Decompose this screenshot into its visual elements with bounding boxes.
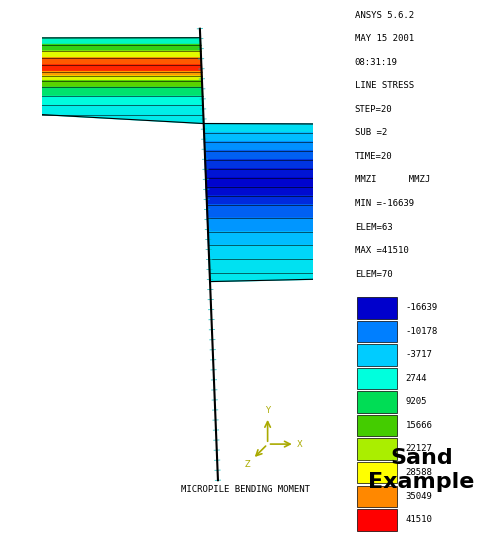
Text: Sand
Example: Sand Example — [369, 449, 475, 491]
Text: 28588: 28588 — [406, 468, 433, 477]
Polygon shape — [204, 142, 496, 151]
Text: STEP=20: STEP=20 — [355, 105, 392, 114]
Polygon shape — [206, 178, 496, 187]
Bar — [357, 368, 397, 389]
Text: MAY 15 2001: MAY 15 2001 — [355, 34, 414, 43]
Polygon shape — [205, 169, 496, 178]
Text: 2744: 2744 — [406, 374, 427, 383]
Polygon shape — [0, 106, 203, 114]
Bar — [357, 391, 397, 413]
Polygon shape — [0, 72, 202, 76]
Polygon shape — [0, 51, 201, 58]
Text: ELEM=63: ELEM=63 — [355, 223, 392, 232]
Text: -3717: -3717 — [406, 350, 433, 359]
Text: 22127: 22127 — [406, 444, 433, 453]
Text: MICROPILE BENDING MOMENT: MICROPILE BENDING MOMENT — [181, 485, 310, 494]
Polygon shape — [204, 123, 496, 132]
Polygon shape — [207, 218, 496, 232]
Text: -16639: -16639 — [406, 303, 438, 312]
Polygon shape — [207, 205, 496, 218]
Text: -10178: -10178 — [406, 327, 438, 336]
Bar — [357, 438, 397, 460]
Polygon shape — [209, 259, 496, 272]
Polygon shape — [0, 44, 201, 51]
Bar — [357, 321, 397, 342]
Text: MMZI      MMZJ: MMZI MMZJ — [355, 176, 430, 184]
Text: 35049: 35049 — [406, 492, 433, 500]
Polygon shape — [205, 160, 496, 169]
Polygon shape — [208, 246, 496, 259]
Bar — [357, 344, 397, 366]
Bar — [357, 297, 397, 319]
Bar — [357, 509, 397, 531]
Polygon shape — [0, 38, 200, 44]
Text: X: X — [297, 439, 303, 449]
Text: MAX =41510: MAX =41510 — [355, 246, 408, 255]
Polygon shape — [204, 132, 496, 142]
Text: LINE STRESS: LINE STRESS — [355, 81, 414, 90]
Polygon shape — [205, 151, 496, 160]
Polygon shape — [0, 97, 203, 106]
Polygon shape — [210, 272, 496, 281]
Text: ELEM=70: ELEM=70 — [355, 270, 392, 279]
Polygon shape — [0, 65, 201, 72]
Polygon shape — [206, 196, 496, 205]
Text: Z: Z — [245, 460, 250, 469]
Text: 41510: 41510 — [406, 515, 433, 524]
Text: Y: Y — [265, 406, 270, 415]
Text: ANSYS 5.6.2: ANSYS 5.6.2 — [355, 11, 414, 20]
Text: MIN =-16639: MIN =-16639 — [355, 199, 414, 208]
Text: 9205: 9205 — [406, 397, 427, 406]
Text: 08:31:19: 08:31:19 — [355, 58, 398, 67]
Polygon shape — [41, 114, 204, 123]
Bar — [357, 462, 397, 483]
Polygon shape — [0, 58, 201, 65]
Polygon shape — [0, 81, 202, 88]
Text: 15666: 15666 — [406, 421, 433, 430]
Polygon shape — [206, 187, 496, 196]
Bar — [357, 485, 397, 507]
Polygon shape — [0, 88, 202, 97]
Text: TIME=20: TIME=20 — [355, 152, 392, 161]
Text: SUB =2: SUB =2 — [355, 128, 387, 137]
Polygon shape — [0, 76, 202, 81]
Polygon shape — [208, 232, 496, 246]
Bar — [357, 415, 397, 436]
